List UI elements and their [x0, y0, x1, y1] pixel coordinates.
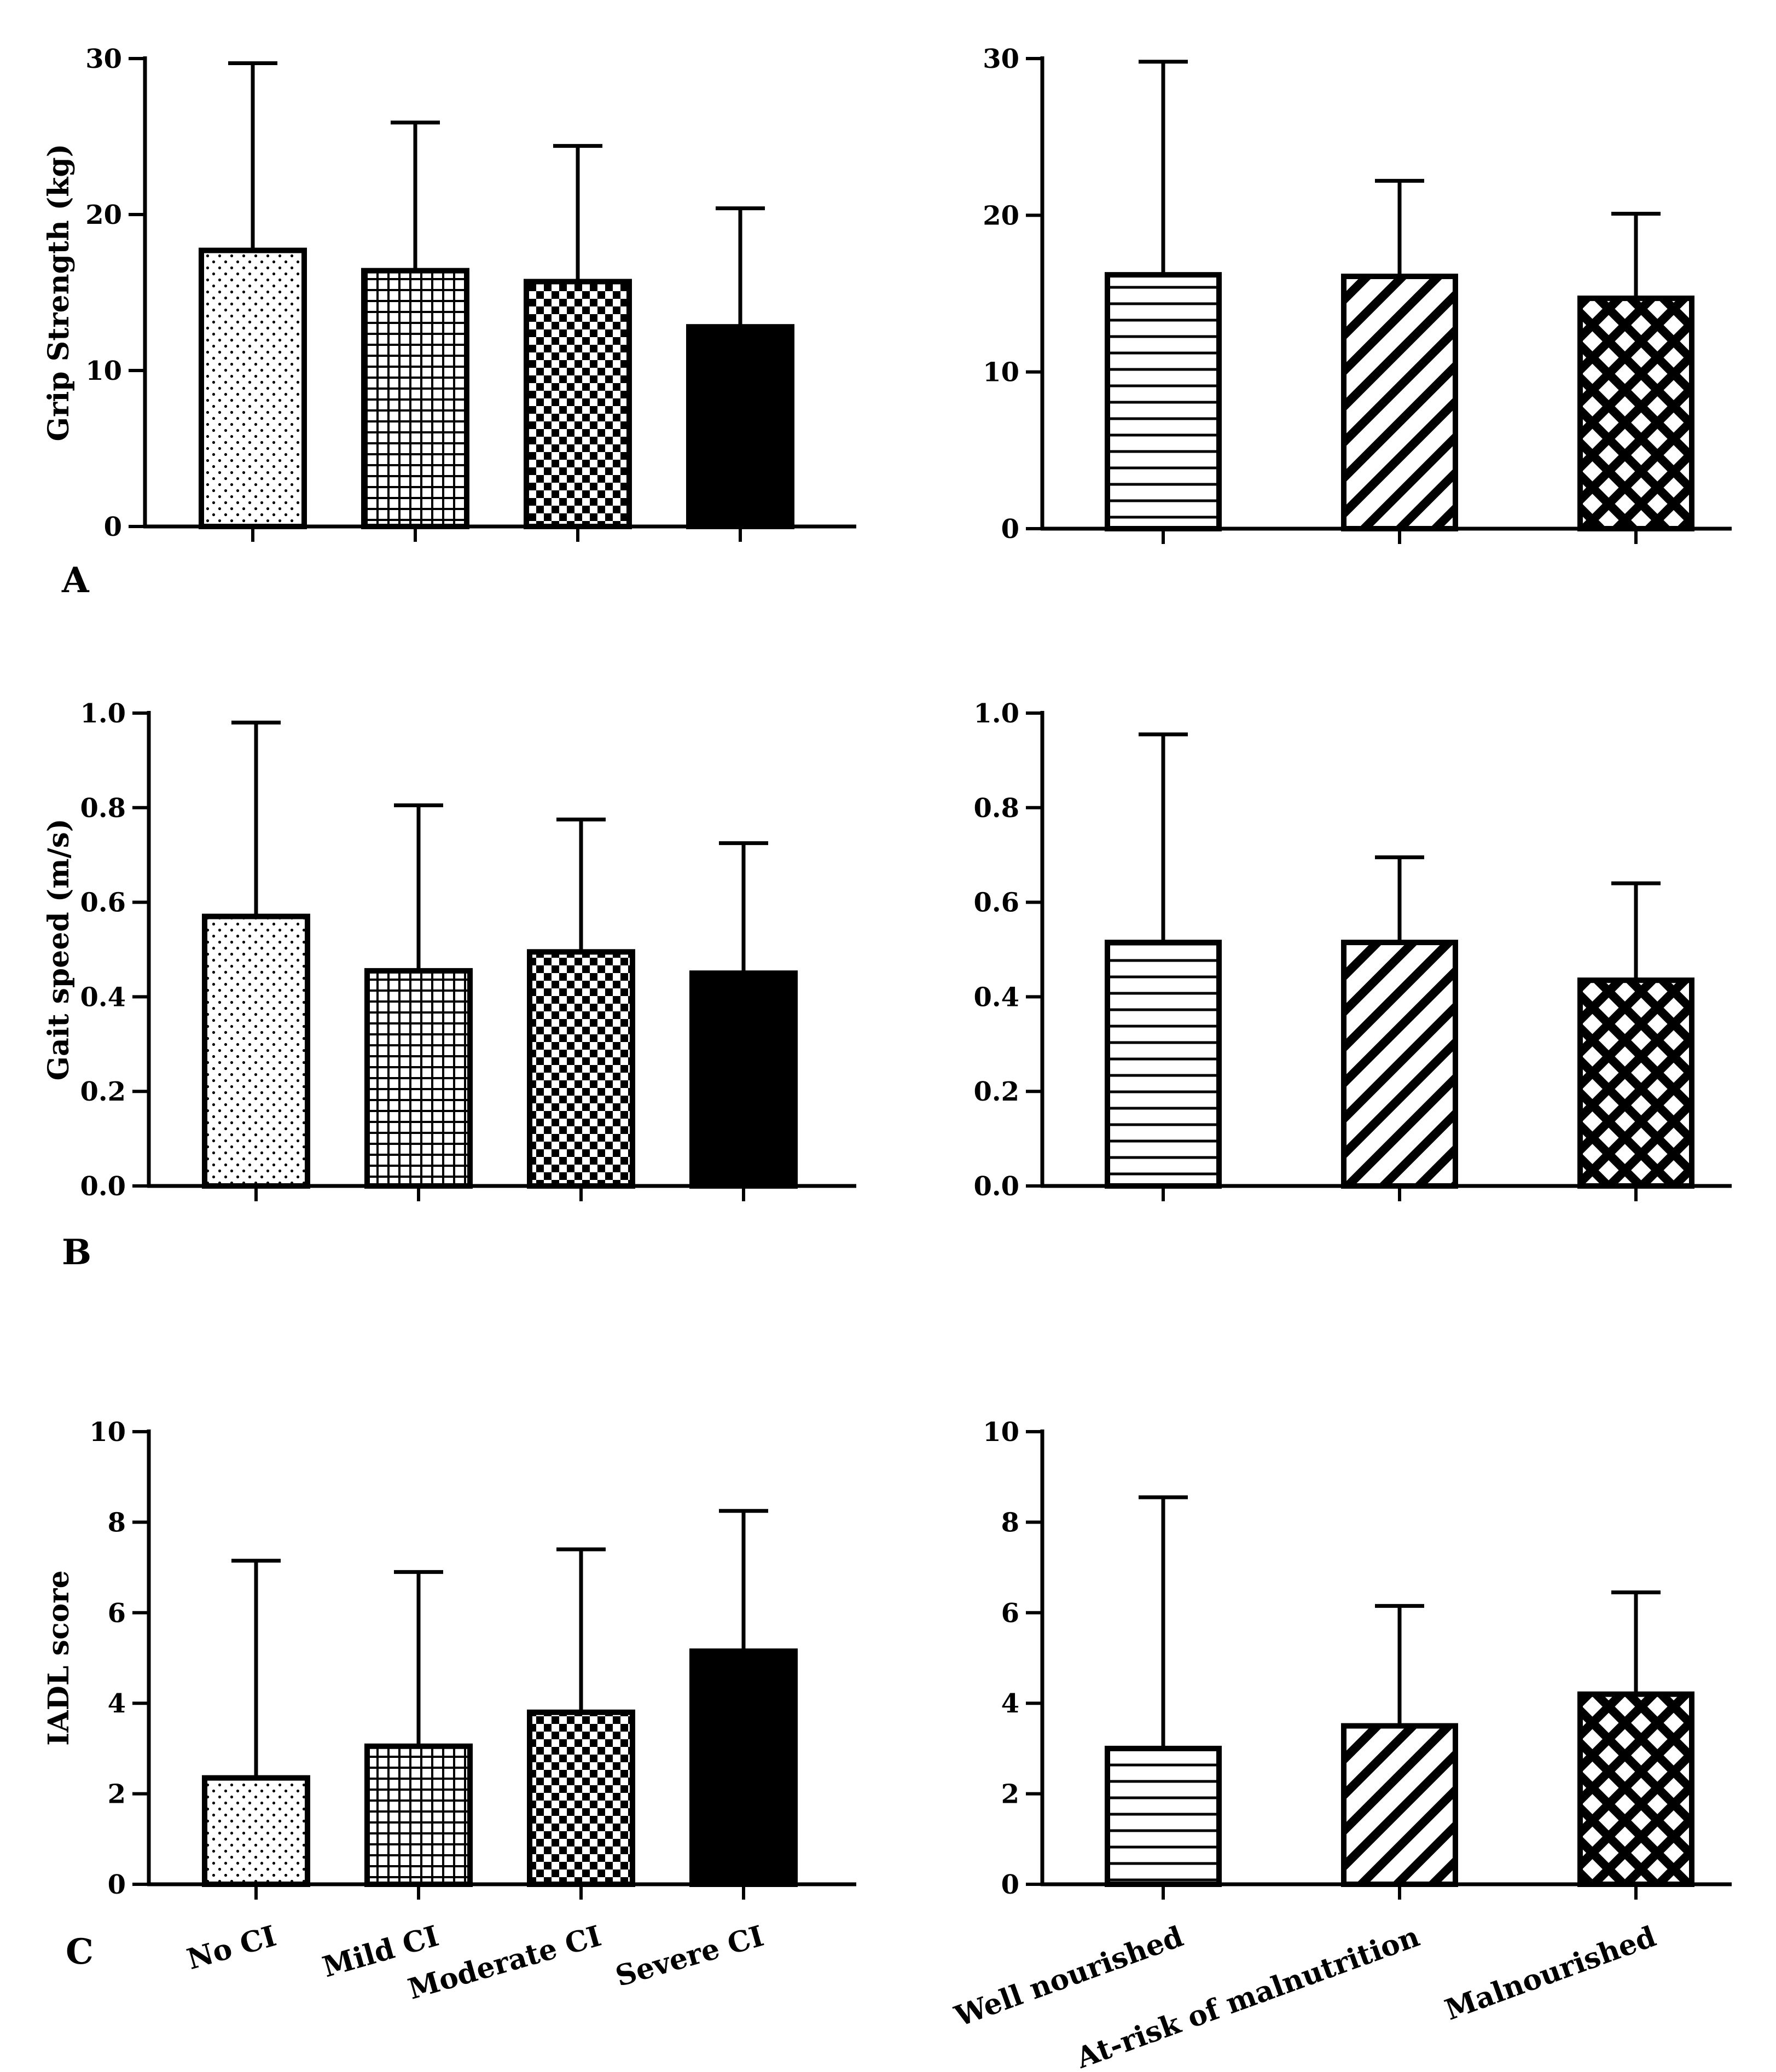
- y-tick-label: 0.0: [80, 1171, 126, 1202]
- bar-no-ci: [202, 1775, 310, 1888]
- panel-a-left-chart: 0 10 20 30 Grip Strength (kg): [42, 44, 856, 542]
- panel-label-c: C: [66, 1931, 94, 1972]
- y-tick-label: 10: [983, 1417, 1019, 1448]
- y-tick-label: 0.6: [973, 888, 1019, 918]
- bar-at-risk-of-malnutrition: [1341, 940, 1458, 1189]
- panel-label-b: B: [62, 1232, 91, 1273]
- y-axis-title: IADL score: [42, 1570, 76, 1746]
- y-tick-label: 30: [85, 44, 122, 74]
- y-tick-label: 0.0: [973, 1171, 1019, 1202]
- bar-malnourished: [1577, 296, 1694, 532]
- y-tick-label: 0: [104, 512, 122, 542]
- y-tick-label: 0.8: [973, 793, 1019, 824]
- y-tick-label: 0.4: [973, 982, 1019, 1012]
- bar-moderate-ci: [527, 949, 635, 1189]
- y-tick-label: 6: [108, 1598, 126, 1629]
- bar-moderate-ci: [524, 279, 632, 529]
- y-tick-label: 4: [108, 1688, 126, 1719]
- bar-mild-ci: [361, 268, 469, 529]
- bar-at-risk-of-malnutrition: [1341, 1723, 1458, 1888]
- bar-no-ci: [199, 247, 307, 529]
- y-tick-label: 2: [1001, 1779, 1019, 1810]
- y-tick-label: 0.6: [80, 888, 126, 918]
- y-tick-label: 10: [85, 356, 122, 386]
- y-tick-label: 0.2: [80, 1076, 126, 1107]
- y-tick-label: 0.2: [973, 1076, 1019, 1107]
- bar-well-nourished: [1105, 272, 1222, 531]
- bar-well-nourished: [1105, 1745, 1222, 1887]
- y-tick-label: 0: [1001, 514, 1019, 545]
- y-tick-label: 2: [108, 1779, 126, 1810]
- y-tick-label: 0.4: [80, 982, 126, 1012]
- bar-severe-ci: [686, 324, 794, 529]
- category-label-severe-ci: Severe CI: [612, 1919, 767, 1993]
- bar-severe-ci: [689, 970, 798, 1189]
- bar-well-nourished: [1105, 940, 1222, 1189]
- y-axis-title: Gait speed (m/s): [42, 819, 76, 1081]
- bar-mild-ci: [364, 1743, 473, 1887]
- y-tick-label: 0.8: [80, 793, 126, 824]
- category-label-no-ci: No CI: [183, 1919, 280, 1976]
- y-tick-label: 30: [983, 44, 1019, 74]
- y-tick-label: 1.0: [973, 698, 1019, 729]
- y-tick-label: 10: [983, 357, 1019, 388]
- bar-malnourished: [1577, 1691, 1694, 1887]
- bar-severe-ci: [689, 1648, 798, 1887]
- panel-b-left-chart: 0.0 0.2 0.4 0.6 0.8 1.0 Gait speed (m/s): [42, 698, 856, 1202]
- y-tick-label: 20: [983, 200, 1019, 231]
- y-axis-title: Grip Strength (kg): [42, 144, 76, 442]
- category-label-malnourished: Malnourished: [1441, 1920, 1660, 2027]
- y-tick-label: 0: [1001, 1870, 1019, 1900]
- y-tick-label: 20: [85, 200, 122, 230]
- y-tick-label: 6: [1001, 1598, 1019, 1629]
- y-tick-label: 10: [89, 1417, 126, 1448]
- panel-b-right-chart: 0.0 0.2 0.4 0.6 0.8 1.0: [973, 698, 1732, 1202]
- y-tick-label: 1.0: [80, 698, 126, 729]
- panel-label-a: A: [61, 560, 90, 601]
- panel-a-right-chart: 0 10 20 30: [983, 44, 1732, 545]
- bar-no-ci: [202, 913, 310, 1189]
- bar-at-risk-of-malnutrition: [1341, 274, 1458, 531]
- bar-moderate-ci: [527, 1709, 635, 1887]
- y-tick-label: 0: [108, 1870, 126, 1900]
- y-tick-label: 8: [1001, 1507, 1019, 1538]
- bar-mild-ci: [364, 968, 473, 1189]
- y-tick-label: 4: [1001, 1688, 1019, 1719]
- y-tick-label: 8: [108, 1507, 126, 1538]
- bar-malnourished: [1577, 977, 1694, 1189]
